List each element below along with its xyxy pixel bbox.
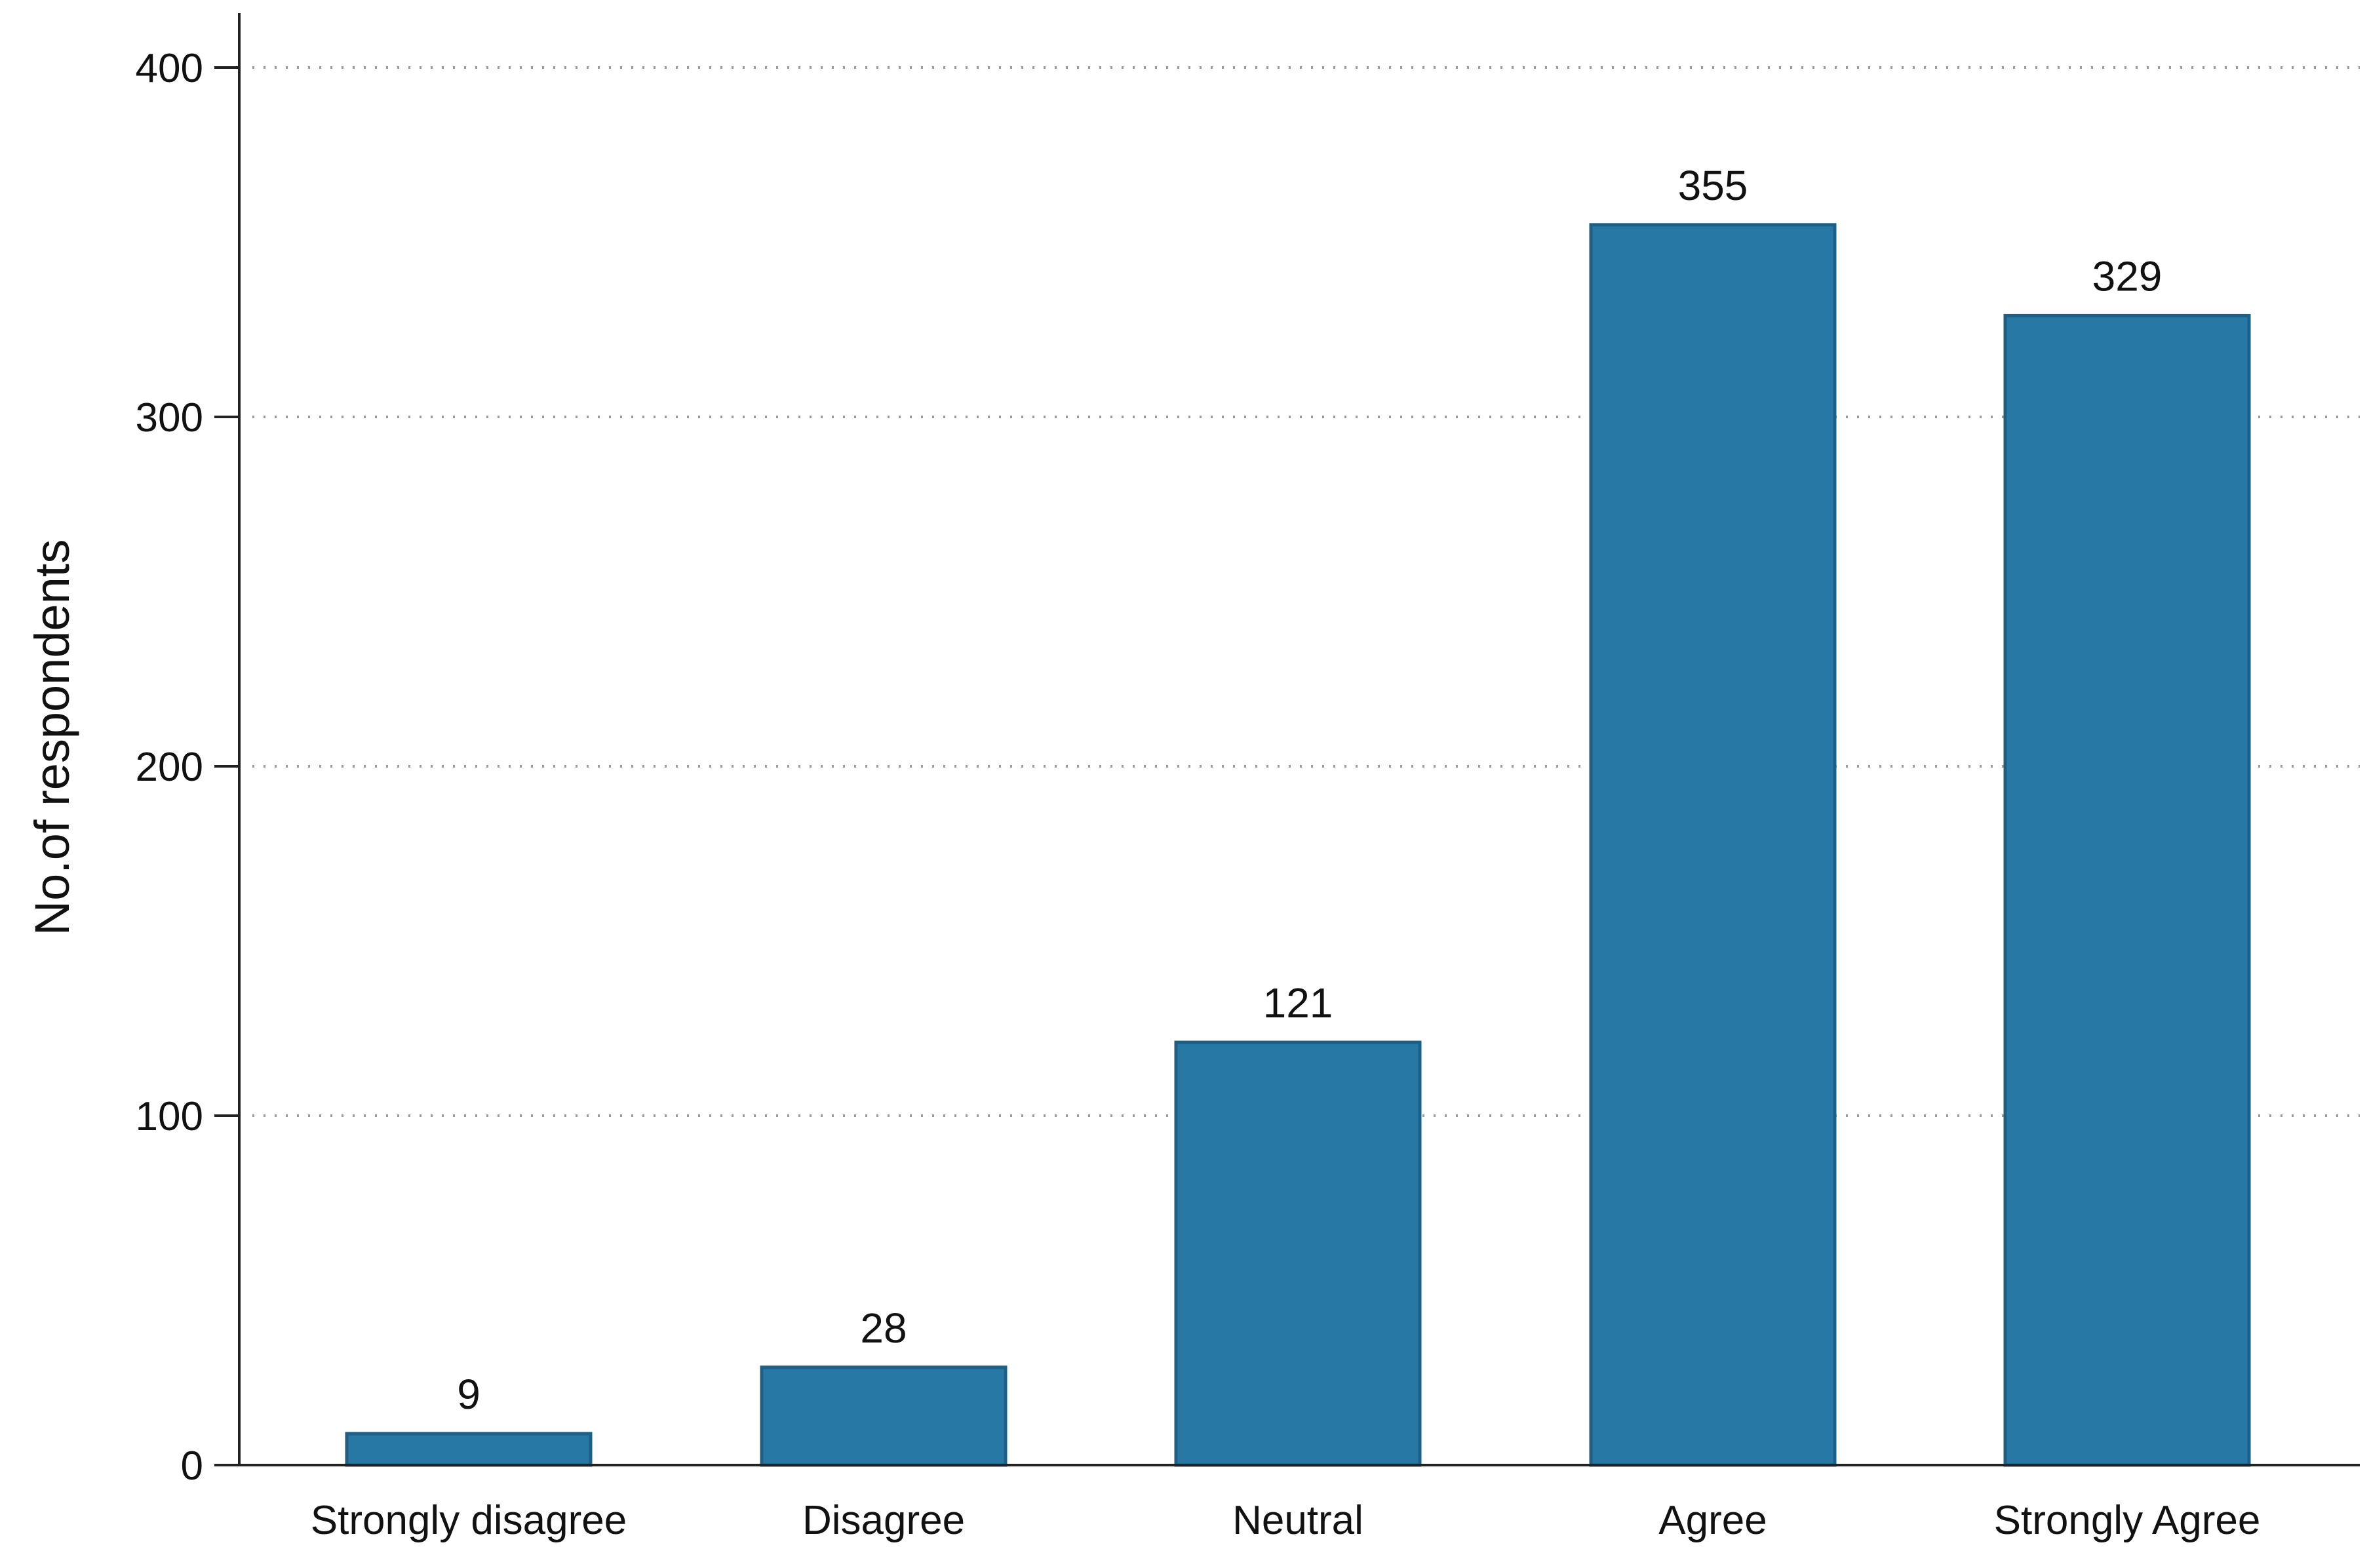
axes <box>238 13 2360 1466</box>
y-tick-label: 100 <box>136 1094 203 1139</box>
bar <box>1589 223 1837 1467</box>
data-labels: 9 28 121 355 329 <box>457 162 2162 1418</box>
bars <box>345 223 2251 1467</box>
y-tick-label: 400 <box>136 46 203 91</box>
bar <box>1174 1040 1422 1467</box>
data-label: 28 <box>860 1304 907 1352</box>
data-label: 355 <box>1678 162 1748 209</box>
x-category-label: Disagree <box>802 1498 965 1543</box>
y-tick-label: 200 <box>136 745 203 790</box>
bar <box>345 1432 593 1467</box>
x-category-label: Strongly disagree <box>311 1498 627 1543</box>
x-category-label: Agree <box>1658 1498 1767 1543</box>
y-tick-label: 300 <box>136 395 203 441</box>
data-label: 121 <box>1263 979 1333 1027</box>
data-label: 329 <box>2092 252 2163 300</box>
y-tick-label: 0 <box>181 1443 203 1489</box>
y-ticks: 0 100 200 300 400 <box>136 46 239 1489</box>
x-category-label: Strongly Agree <box>1994 1498 2261 1543</box>
bar <box>760 1365 1008 1467</box>
category-labels: Strongly disagree Disagree Neutral Agree Str… <box>311 1498 2261 1543</box>
bar <box>2003 313 2251 1467</box>
data-label: 9 <box>457 1371 480 1418</box>
x-category-label: Neutral <box>1232 1498 1363 1543</box>
y-axis-title: No.of respondents <box>25 539 79 936</box>
